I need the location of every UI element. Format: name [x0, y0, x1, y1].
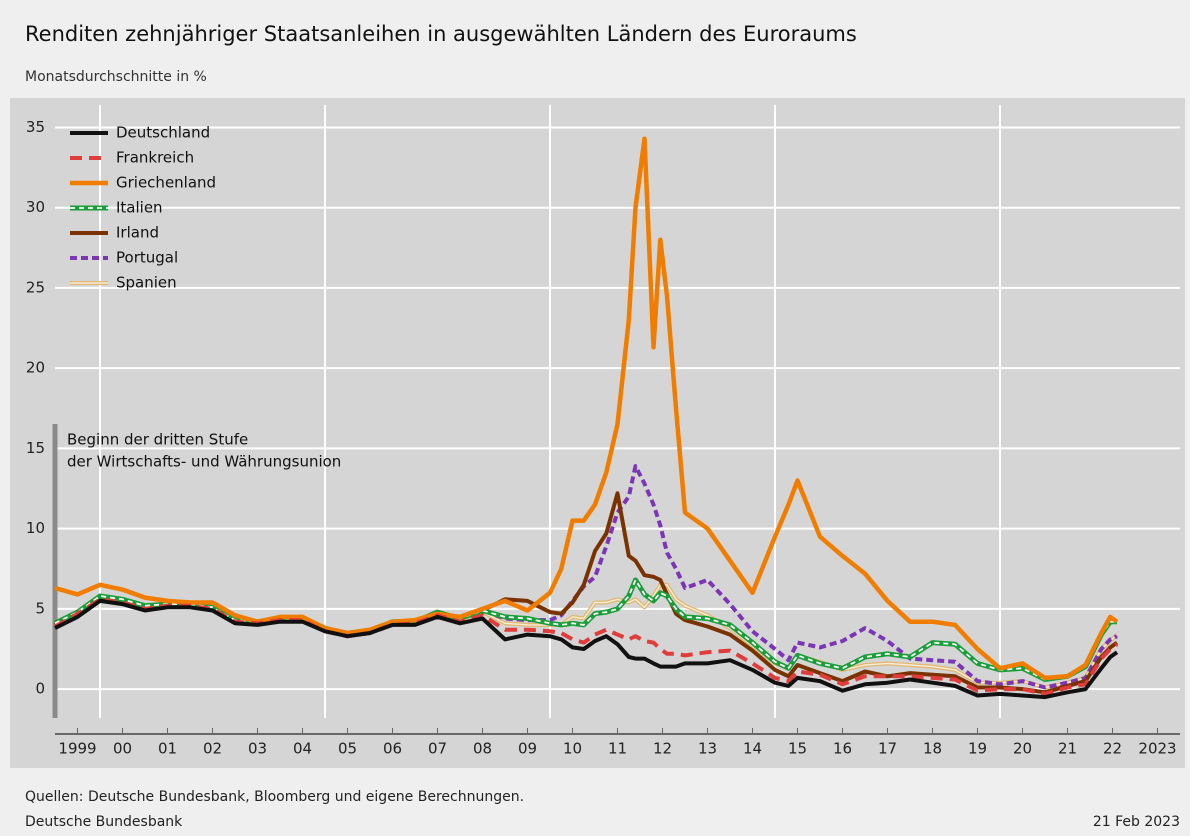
series-line [54, 136, 1119, 681]
legend-label: Irland [116, 224, 159, 242]
x-tick-label: 13 [698, 740, 717, 758]
y-tick-label: 35 [26, 118, 45, 136]
series-line [54, 598, 1119, 700]
x-tick-label: 21 [1058, 740, 1077, 758]
legend: Deutschland Frankreich Griechenland Italien… [70, 124, 216, 292]
annotation: der Wirtschafts- und Währungsunion [67, 453, 341, 471]
x-tick-label: 08 [473, 740, 492, 758]
series-line [54, 464, 1118, 690]
publisher: Deutsche Bundesbank [25, 814, 183, 830]
x-tick-label: 00 [113, 740, 132, 758]
lines [53, 136, 1119, 700]
x-tick-label: 14 [743, 740, 762, 758]
x-tick-label: 17 [878, 740, 897, 758]
x-tick-label: 1999 [58, 740, 96, 758]
annotation: Beginn der dritten Stufe [67, 431, 248, 449]
y-tick-label: 25 [26, 278, 45, 296]
legend-label: Spanien [116, 274, 177, 292]
x-tick-label: 16 [833, 740, 852, 758]
x-tick-label: 06 [383, 740, 402, 758]
x-tick-label: 11 [608, 740, 627, 758]
x-tick-label: 19 [968, 740, 987, 758]
x-tick-label: 20 [1013, 740, 1032, 758]
y-tick-label: 0 [35, 680, 45, 698]
x-tick-label: 03 [248, 740, 267, 758]
legend-label: Italien [116, 199, 163, 217]
x-tick-label: 10 [563, 740, 582, 758]
source: Quellen: Deutsche Bundesbank, Bloomberg … [25, 789, 524, 805]
x-tick-label: 07 [428, 740, 447, 758]
x-tick-label: 02 [203, 740, 222, 758]
chart-title: Renditen zehnjähriger Staatsanleihen in … [25, 22, 857, 46]
x-tick-label: 15 [788, 740, 807, 758]
legend-label: Griechenland [116, 174, 216, 192]
x-tick-label: 2023 [1138, 740, 1176, 758]
subtitle: Monatsdurchschnitte in % [25, 69, 207, 85]
x-tick-label: 12 [653, 740, 672, 758]
y-tick-label: 30 [26, 198, 45, 216]
x-tick-label: 18 [923, 740, 942, 758]
legend-label: Deutschland [116, 124, 210, 142]
x-tick-label: 09 [518, 740, 537, 758]
x-tick-label: 22 [1103, 740, 1122, 758]
x-tick-label: 01 [158, 740, 177, 758]
y-tick-label: 15 [26, 439, 45, 457]
legend-label: Frankreich [116, 149, 194, 167]
x-tick-label: 04 [293, 740, 312, 758]
y-tick-label: 20 [26, 359, 45, 377]
legend-label: Portugal [116, 249, 178, 267]
date: 21 Feb 2023 [1093, 814, 1180, 830]
y-tick-label: 5 [35, 599, 45, 617]
y-tick-label: 10 [26, 519, 45, 537]
x-tick-label: 05 [338, 740, 357, 758]
